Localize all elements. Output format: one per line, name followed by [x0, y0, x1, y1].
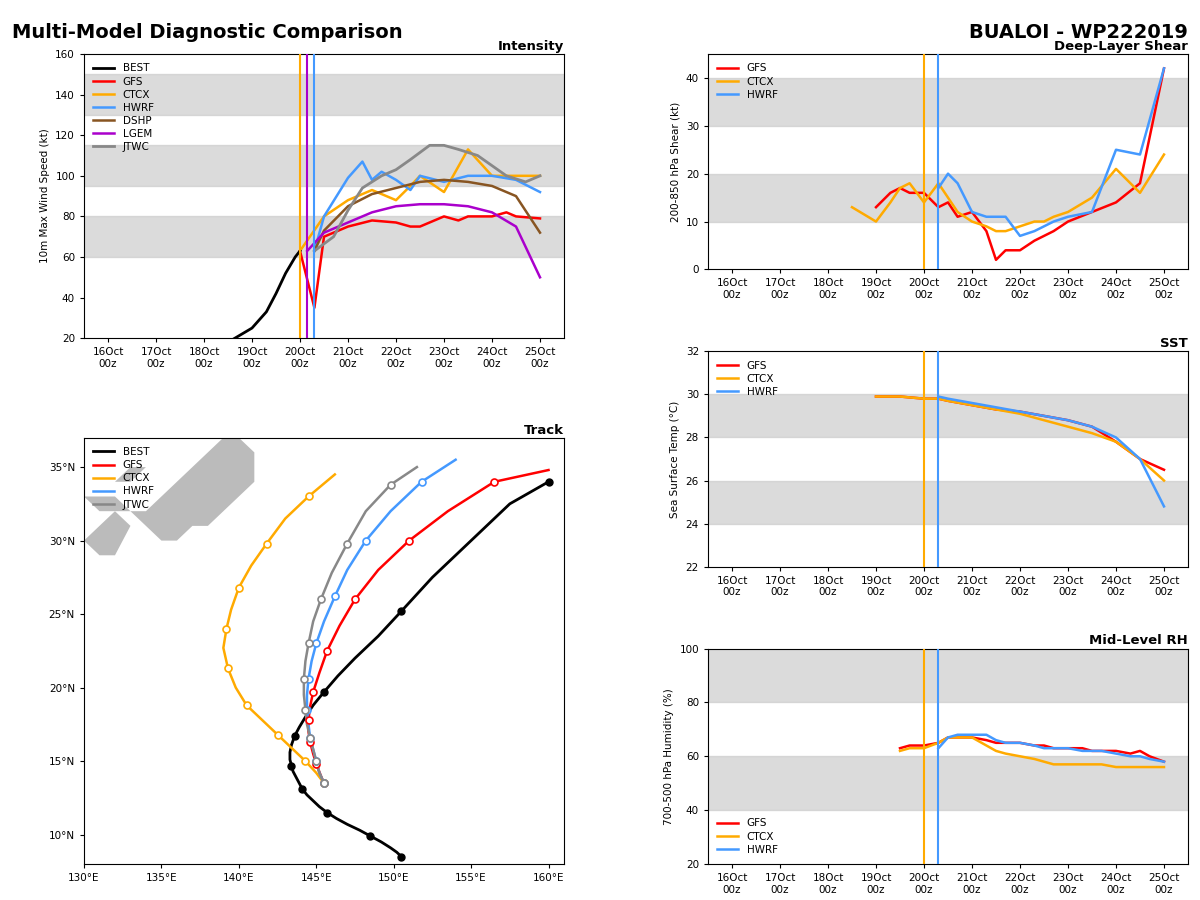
Text: BUALOI - WP222019: BUALOI - WP222019: [970, 22, 1188, 41]
Bar: [708, 174, 1188, 221]
Legend: GFS, CTCX, HWRF: GFS, CTCX, HWRF: [713, 814, 781, 859]
Polygon shape: [115, 467, 146, 482]
Legend: BEST, GFS, CTCX, HWRF, DSHP, LGEM, JTWC: BEST, GFS, CTCX, HWRF, DSHP, LGEM, JTWC: [89, 59, 157, 157]
Y-axis label: Sea Surface Temp (°C): Sea Surface Temp (°C): [670, 400, 680, 518]
Text: Intensity: Intensity: [498, 40, 564, 53]
Bar: [84, 216, 564, 257]
Text: Track: Track: [524, 424, 564, 436]
Polygon shape: [84, 511, 131, 555]
Bar: [84, 146, 564, 186]
Text: CIRA: CIRA: [31, 860, 65, 873]
Legend: BEST, GFS, CTCX, HWRF, JTWC: BEST, GFS, CTCX, HWRF, JTWC: [89, 443, 157, 514]
Bar: [708, 394, 1188, 437]
Y-axis label: 700-500 hPa Humidity (%): 700-500 hPa Humidity (%): [664, 688, 673, 824]
Legend: GFS, CTCX, HWRF: GFS, CTCX, HWRF: [713, 59, 781, 104]
Bar: [708, 649, 1188, 702]
Bar: [708, 78, 1188, 126]
Bar: [708, 756, 1188, 810]
Text: SST: SST: [1160, 338, 1188, 350]
Y-axis label: 200-850 hPa Shear (kt): 200-850 hPa Shear (kt): [671, 102, 680, 221]
Text: Multi-Model Diagnostic Comparison: Multi-Model Diagnostic Comparison: [12, 22, 403, 41]
Text: Deep-Layer Shear: Deep-Layer Shear: [1054, 40, 1188, 53]
Polygon shape: [84, 437, 254, 541]
Bar: [708, 481, 1188, 524]
Legend: GFS, CTCX, HWRF: GFS, CTCX, HWRF: [713, 356, 781, 401]
Text: Mid-Level RH: Mid-Level RH: [1090, 634, 1188, 647]
Y-axis label: 10m Max Wind Speed (kt): 10m Max Wind Speed (kt): [40, 129, 49, 264]
Bar: [84, 75, 564, 115]
